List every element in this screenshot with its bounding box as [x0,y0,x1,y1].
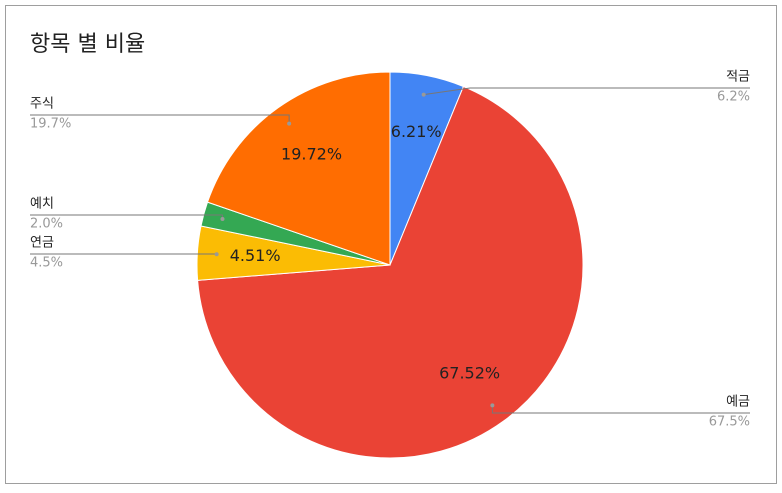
outer-category-label: 예금 [726,395,750,410]
leader-dot [490,403,494,407]
outer-value-label: 67.5% [709,415,750,430]
outer-category-label: 연금 [30,236,54,251]
outer-category-label: 적금 [726,70,750,85]
outer-value-label: 4.5% [30,256,63,271]
outer-category-label: 예치 [30,197,54,212]
outer-value-label: 19.7% [30,117,71,132]
outer-value-label: 2.0% [30,217,63,232]
slice-label: 67.52% [439,364,500,383]
slice-label: 4.51% [230,246,281,265]
leader-dot [215,252,219,256]
chart-title: 항목 별 비율 [30,32,145,57]
outer-value-label: 6.2% [717,90,750,105]
slice-label: 19.72% [281,145,342,164]
outer-category-label: 주식 [30,97,54,112]
slice-label: 6.21% [391,122,442,141]
leader-dot [287,122,291,126]
leader-dot [220,217,224,221]
leader-dot [422,93,426,97]
